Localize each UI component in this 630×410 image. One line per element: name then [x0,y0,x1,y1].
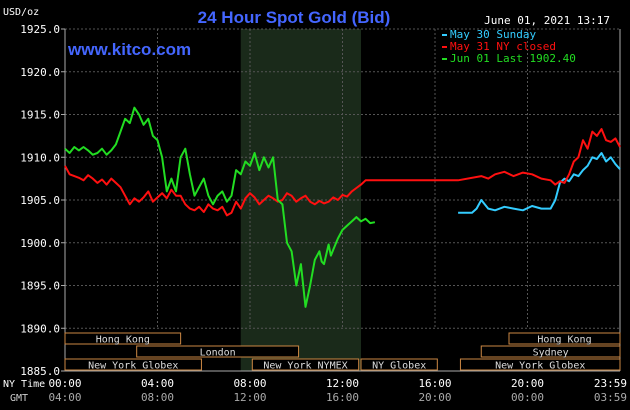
session-bar [64,332,182,345]
session-bar [480,345,621,358]
y-tick-label: 1925.0 [20,23,60,36]
session-bars: Hong Kong London New York Globex New York N… [64,332,621,372]
session-bar [251,358,360,371]
y-tick-label: 1895.0 [20,280,60,293]
y-tick-label: 1915.0 [20,109,60,122]
legend-swatch [442,46,447,48]
session-bar [459,358,621,371]
session-label: New York Globex [495,361,585,372]
y-unit-label: USD/oz [3,7,39,18]
session-label: Hong Kong [537,335,591,346]
legend-label: May 30 Sunday [450,28,536,41]
legend-swatch [442,34,447,36]
session-bar [64,358,202,371]
x-tick-label-gmt: 20:00 [418,391,451,404]
session-label: NY Globex [372,361,426,372]
x-tick-label-gmt: 00:00 [511,391,544,404]
x-tick-label-ny: 12:00 [326,377,359,390]
timestamp: June 01, 2021 13:17 [484,14,610,27]
shaded-trading-window [240,29,361,371]
x-tick-label-ny: 00:00 [48,377,81,390]
session-label: New York Globex [88,361,178,372]
x-tick-label-ny: 23:59 [594,377,627,390]
y-axis-ticks: 1925.0 1920.0 1915.0 1910.0 1905.0 1900.0 1895… [20,23,65,378]
session-bar [508,332,621,345]
chart-title: 24 Hour Spot Gold (Bid) [198,8,391,27]
ny-time-row-label: NY Time [3,379,45,390]
session-bar [360,358,438,371]
session-label: Sydney [533,348,569,359]
x-tick-label-ny: 04:00 [141,377,174,390]
y-tick-label: 1910.0 [20,151,60,164]
x-tick-label-gmt: 08:00 [141,391,174,404]
x-tick-label-gmt: 12:00 [233,391,266,404]
series-line-0 [458,152,621,214]
series-lines [64,106,621,308]
legend-swatch [442,58,447,60]
legend-label: Jun 01 Last 1902.40 [450,52,576,65]
session-label: London [200,348,236,359]
legend-label: May 31 NY closed [450,40,556,53]
x-axis-ticks: 00:00 04:00 08:00 12:00 16:00 20:00 23:5904:00… [48,377,627,404]
x-tick-label-ny: 20:00 [511,377,544,390]
session-label: New York NYMEX [263,361,347,372]
x-tick-label-gmt: 03:59 [594,391,627,404]
session-label: Hong Kong [96,335,150,346]
y-tick-label: 1890.0 [20,322,60,335]
y-tick-label: 1900.0 [20,237,60,250]
x-tick-label-ny: 08:00 [233,377,266,390]
gmt-row-label: GMT [10,393,28,404]
x-tick-label-gmt: 04:00 [48,391,81,404]
x-tick-label-ny: 16:00 [418,377,451,390]
y-tick-label: 1905.0 [20,194,60,207]
x-tick-label-gmt: 16:00 [326,391,359,404]
series-line-1 [64,128,621,217]
series-line-2 [64,106,376,308]
y-tick-label: 1885.0 [20,365,60,378]
session-bar [136,345,300,358]
y-tick-label: 1920.0 [20,66,60,79]
watermark: www.kitco.com [67,40,191,59]
